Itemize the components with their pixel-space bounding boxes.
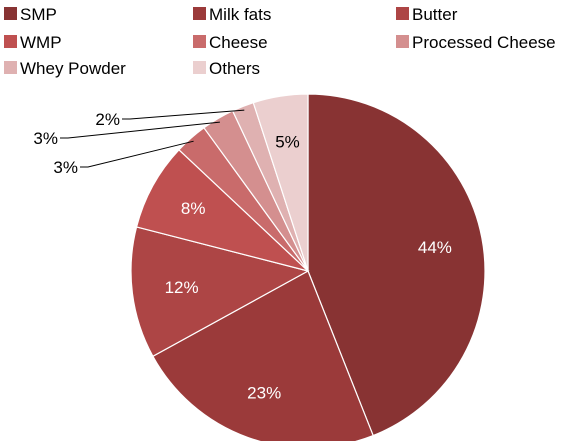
data-labels: 44% 23% 12% 8% 3% 3% 2% 5% [33, 110, 451, 403]
legend-swatch [193, 7, 206, 20]
legend-label: Cheese [209, 33, 268, 52]
pie-slice-milk-fats [152, 270, 374, 441]
legend-swatch [4, 7, 17, 20]
legend-swatch [4, 61, 17, 74]
legend-item-others: Others [193, 59, 260, 78]
legend-label: Processed Cheese [412, 33, 556, 52]
legend-swatch [4, 35, 17, 48]
data-label-wmp: 8% [181, 199, 206, 218]
legend-label: SMP [20, 5, 57, 24]
legend-item-processed-cheese: Processed Cheese [396, 33, 556, 52]
legend-label: Others [209, 59, 260, 78]
pie-slices [130, 93, 486, 441]
data-label-smp: 44% [418, 238, 452, 257]
leader-line-whey-powder [122, 109, 245, 120]
pie-slice-smp [307, 93, 486, 437]
data-label-milk-fats: 23% [247, 384, 281, 403]
pie-slice-butter [130, 226, 310, 358]
legend-label: WMP [20, 33, 62, 52]
data-label-cheese: 3% [53, 158, 78, 177]
leader-lines [60, 109, 245, 168]
legend-item-wmp: WMP [4, 33, 62, 52]
legend-label: Milk fats [209, 5, 271, 24]
data-label-processed-cheese: 3% [33, 129, 58, 148]
legend-item-butter: Butter [396, 5, 458, 24]
pie-slice-others [252, 93, 309, 272]
leader-line-processed-cheese [60, 121, 220, 139]
legend-item-cheese: Cheese [193, 33, 268, 52]
leader-line-cheese [80, 140, 194, 168]
legend-swatch [396, 35, 409, 48]
legend-swatch [396, 7, 409, 20]
legend-item-milk-fats: Milk fats [193, 5, 271, 24]
legend: SMP Milk fats Butter WMP Cheese Processed Che… [4, 5, 556, 78]
legend-item-smp: SMP [4, 5, 57, 24]
data-label-whey-powder: 2% [95, 110, 120, 129]
legend-label: Whey Powder [20, 59, 126, 78]
pie-slice-wmp [135, 148, 309, 272]
data-label-butter: 12% [165, 278, 199, 297]
legend-swatch [193, 35, 206, 48]
data-label-others: 5% [275, 133, 300, 152]
legend-swatch [193, 61, 206, 74]
legend-label: Butter [412, 5, 458, 24]
legend-item-whey-powder: Whey Powder [4, 59, 126, 78]
